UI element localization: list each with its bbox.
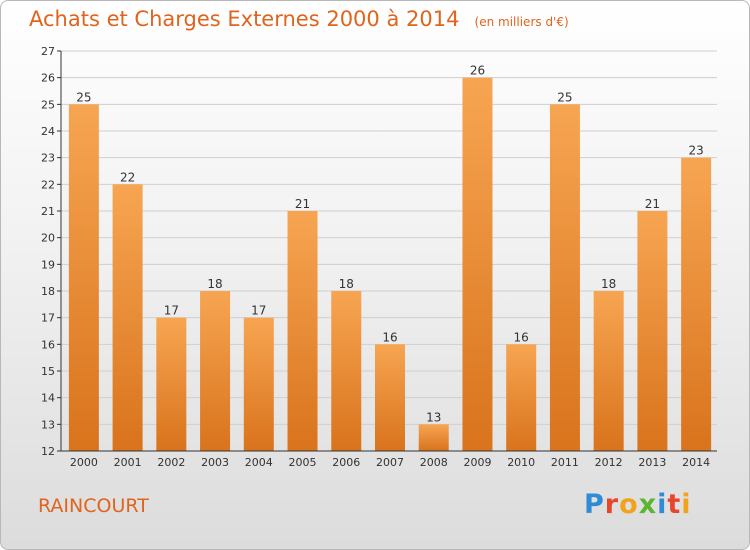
logo-letter: r — [604, 489, 620, 520]
y-tick-label: 22 — [41, 178, 55, 191]
bar-2007 — [375, 344, 405, 451]
logo-letter: P — [584, 489, 605, 520]
y-tick-label: 17 — [41, 312, 55, 325]
bar-2009 — [462, 77, 493, 452]
bar-2012 — [593, 291, 624, 451]
logo-letter: o — [619, 489, 639, 520]
data-label: 16 — [514, 330, 529, 344]
y-tick-label: 27 — [41, 45, 55, 58]
y-tick-label: 15 — [41, 365, 55, 378]
y-tick-label: 19 — [41, 258, 55, 271]
title-row: Achats et Charges Externes 2000 à 2014 (… — [29, 7, 569, 31]
y-tick-label: 13 — [41, 418, 55, 431]
x-tick-label: 2003 — [201, 456, 229, 469]
bar-2003 — [200, 291, 231, 451]
x-tick-label: 2001 — [114, 456, 142, 469]
axes — [57, 50, 717, 452]
data-label: 13 — [426, 410, 441, 424]
data-label: 16 — [382, 330, 397, 344]
x-tick-label: 2000 — [70, 456, 98, 469]
x-tick-label: 2010 — [507, 456, 535, 469]
bar-2010 — [506, 344, 537, 451]
x-tick-label: 2009 — [463, 456, 491, 469]
bar-2006 — [331, 291, 362, 451]
bars — [68, 77, 712, 452]
data-label: 18 — [601, 277, 616, 291]
data-label: 26 — [470, 64, 485, 78]
data-label: 18 — [339, 277, 354, 291]
x-tick-label: 2002 — [157, 456, 185, 469]
data-label: 21 — [645, 197, 660, 211]
y-tick-label: 12 — [41, 445, 55, 458]
bar-2013 — [637, 211, 668, 451]
chart-unit: (en milliers d'€) — [474, 15, 569, 29]
y-tick-label: 24 — [41, 125, 55, 138]
y-tick-label: 14 — [41, 392, 55, 405]
logo-letter: i — [681, 489, 692, 520]
bar-2004 — [243, 317, 274, 451]
labels: 12 13 14 15 16 17 18 19 20 21 22 23 24 25 26 27 25 2000 22… — [41, 45, 710, 469]
x-tick-label: 2004 — [245, 456, 273, 469]
commune-name: RAINCOURT — [38, 495, 149, 517]
bar-2002 — [156, 317, 187, 451]
logo-letter: x — [638, 489, 658, 520]
logo-letter: i — [657, 489, 668, 520]
data-label: 21 — [295, 197, 310, 211]
x-tick-label: 2012 — [595, 456, 623, 469]
bar-2005 — [287, 211, 318, 451]
data-label: 22 — [120, 170, 135, 184]
x-tick-label: 2005 — [289, 456, 317, 469]
data-label: 17 — [164, 304, 179, 318]
y-tick-label: 23 — [41, 152, 55, 165]
y-tick-label: 21 — [41, 205, 55, 218]
data-label: 23 — [688, 144, 703, 158]
data-label: 18 — [207, 277, 222, 291]
bar-2001 — [112, 184, 143, 452]
x-tick-label: 2007 — [376, 456, 404, 469]
bar-2008 — [418, 424, 449, 451]
bar-2014 — [681, 157, 712, 451]
y-tick-label: 26 — [41, 72, 55, 85]
y-tick-label: 16 — [41, 338, 55, 351]
x-tick-label: 2006 — [332, 456, 360, 469]
proxiti-logo[interactable]: Proxiti — [584, 489, 692, 520]
x-tick-label: 2011 — [551, 456, 579, 469]
x-tick-label: 2013 — [638, 456, 666, 469]
x-tick-label: 2014 — [682, 456, 710, 469]
data-label: 17 — [251, 304, 266, 318]
data-label: 25 — [76, 90, 91, 104]
bar-2011 — [549, 104, 580, 451]
x-tick-label: 2008 — [420, 456, 448, 469]
chart-title: Achats et Charges Externes 2000 à 2014 — [29, 7, 460, 31]
bar-2000 — [68, 104, 99, 451]
data-label: 25 — [557, 90, 572, 104]
y-tick-label: 25 — [41, 98, 55, 111]
logo-letter: t — [667, 489, 682, 520]
y-tick-label: 18 — [41, 285, 55, 298]
y-tick-label: 20 — [41, 232, 55, 245]
